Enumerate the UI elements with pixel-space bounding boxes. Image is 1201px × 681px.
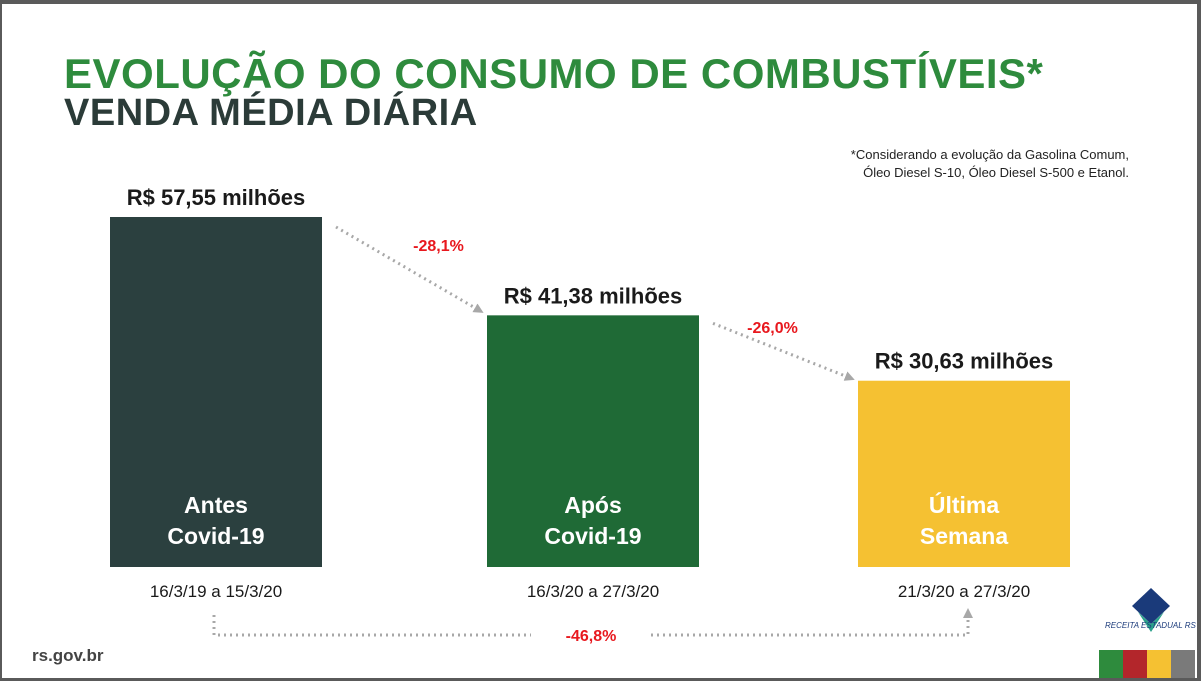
bar-1-category-line2: Covid-19 bbox=[167, 523, 264, 549]
bar-3 bbox=[858, 380, 1070, 567]
footnote: *Considerando a evolução da Gasolina Com… bbox=[851, 146, 1129, 182]
logo-diamond-bottom bbox=[1138, 612, 1164, 632]
bar-3-category-line1: Última bbox=[929, 491, 1000, 518]
bar-2-category-line1: Após bbox=[564, 492, 622, 518]
bar-1-value-label: R$ 57,55 milhões bbox=[127, 185, 306, 210]
bar-chart: Antes Covid-19 R$ 57,55 milhões 16/3/19 a 1… bbox=[110, 185, 1070, 645]
bar-2-category-line2: Covid-19 bbox=[544, 523, 641, 549]
footer-stripe-gray bbox=[1171, 650, 1195, 678]
change-label-1: -28,1% bbox=[413, 238, 464, 255]
change-arrow-1 bbox=[335, 225, 484, 313]
change-label-2: -26,0% bbox=[747, 320, 798, 337]
chart-subtitle: VENDA MÉDIA DIÁRIA bbox=[64, 92, 478, 134]
footer-stripe-green bbox=[1099, 650, 1123, 678]
footer-site: rs.gov.br bbox=[32, 646, 104, 665]
chart-title: EVOLUÇÃO DO CONSUMO DE COMBUSTÍVEIS* bbox=[64, 50, 1044, 97]
footer-stripe-yellow bbox=[1147, 650, 1171, 678]
total-change-connector-right bbox=[651, 608, 973, 637]
total-change-label: -46,8% bbox=[566, 628, 617, 645]
bar-2-period-label: 16/3/20 a 27/3/20 bbox=[527, 582, 659, 601]
footer-stripe-red bbox=[1123, 650, 1147, 678]
bar-3-category-line2: Semana bbox=[920, 523, 1008, 549]
bar-2-value-label: R$ 41,38 milhões bbox=[504, 283, 683, 308]
slide: EVOLUÇÃO DO CONSUMO DE COMBUSTÍVEIS* VEN… bbox=[2, 4, 1197, 678]
logo-text: RECEITA ESTADUAL RS bbox=[1105, 621, 1196, 630]
bar-2 bbox=[487, 315, 699, 567]
bar-3-value-label: R$ 30,63 milhões bbox=[875, 349, 1054, 374]
bar-1 bbox=[110, 217, 322, 567]
total-change-connector-left bbox=[212, 615, 531, 637]
bar-1-category-line1: Antes bbox=[184, 492, 248, 518]
change-arrow-2 bbox=[712, 321, 855, 381]
receita-estadual-logo bbox=[1132, 588, 1170, 632]
bar-3-period-label: 21/3/20 a 27/3/20 bbox=[898, 582, 1030, 601]
footnote-line-1: *Considerando a evolução da Gasolina Com… bbox=[850, 147, 1129, 162]
logo-diamond-top bbox=[1132, 588, 1170, 624]
bar-1-period-label: 16/3/19 a 15/3/20 bbox=[150, 582, 282, 601]
footnote-line-2: Óleo Diesel S-10, Óleo Diesel S-500 e Et… bbox=[863, 165, 1129, 180]
